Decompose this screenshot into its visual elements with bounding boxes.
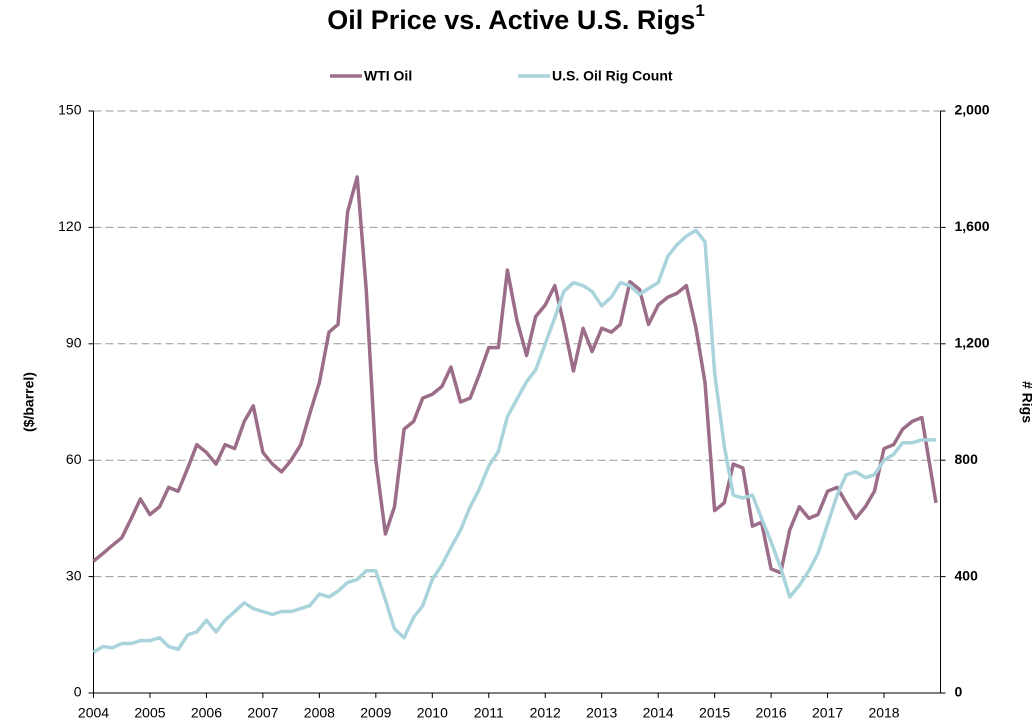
x-tick-label: 2013 [586, 705, 617, 721]
y-tick-label: 120 [58, 218, 82, 234]
x-tick-label: 2018 [868, 705, 899, 721]
x-tick-label: 2007 [247, 705, 278, 721]
chart-title: Oil Price vs. Active U.S. Rigs1 [327, 1, 705, 35]
y-tick-label: 0 [74, 684, 82, 700]
series-line [92, 175, 938, 575]
title-text: Oil Price vs. Active U.S. Rigs [327, 5, 695, 35]
x-tick-label: 2009 [360, 705, 391, 721]
y2-tick-label: 0 [955, 684, 963, 700]
title-superscript: 1 [695, 1, 704, 20]
x-tick-label: 2014 [643, 705, 674, 721]
y-axis-label: ($/barrel) [21, 372, 37, 432]
legend-label: WTI Oil [364, 68, 412, 84]
y-tick-label: 90 [66, 335, 82, 351]
y2-tick-label: 2,000 [955, 102, 990, 118]
y2-axis-label: # Rigs [1019, 381, 1032, 423]
y2-tick-label: 800 [955, 451, 979, 467]
y2-tick-label: 1,200 [955, 335, 990, 351]
x-tick-label: 2017 [812, 705, 843, 721]
x-tick-label: 2012 [530, 705, 561, 721]
y2-tick-label: 400 [955, 567, 979, 583]
series-line [92, 228, 936, 654]
x-tick-label: 2008 [304, 705, 335, 721]
y-tick-label: 60 [66, 451, 82, 467]
x-tick-label: 2005 [134, 705, 165, 721]
x-tick-label: 2010 [417, 705, 448, 721]
x-tick-label: 2011 [474, 705, 504, 721]
y-tick-label: 150 [58, 102, 82, 118]
x-tick-label: 2004 [78, 705, 109, 721]
x-tick-label: 2015 [699, 705, 730, 721]
y2-tick-label: 1,600 [955, 218, 990, 234]
y-tick-label: 30 [66, 567, 82, 583]
x-tick-label: 2006 [191, 705, 222, 721]
legend-label: U.S. Oil Rig Count [552, 68, 673, 84]
x-tick-label: 2016 [756, 705, 787, 721]
